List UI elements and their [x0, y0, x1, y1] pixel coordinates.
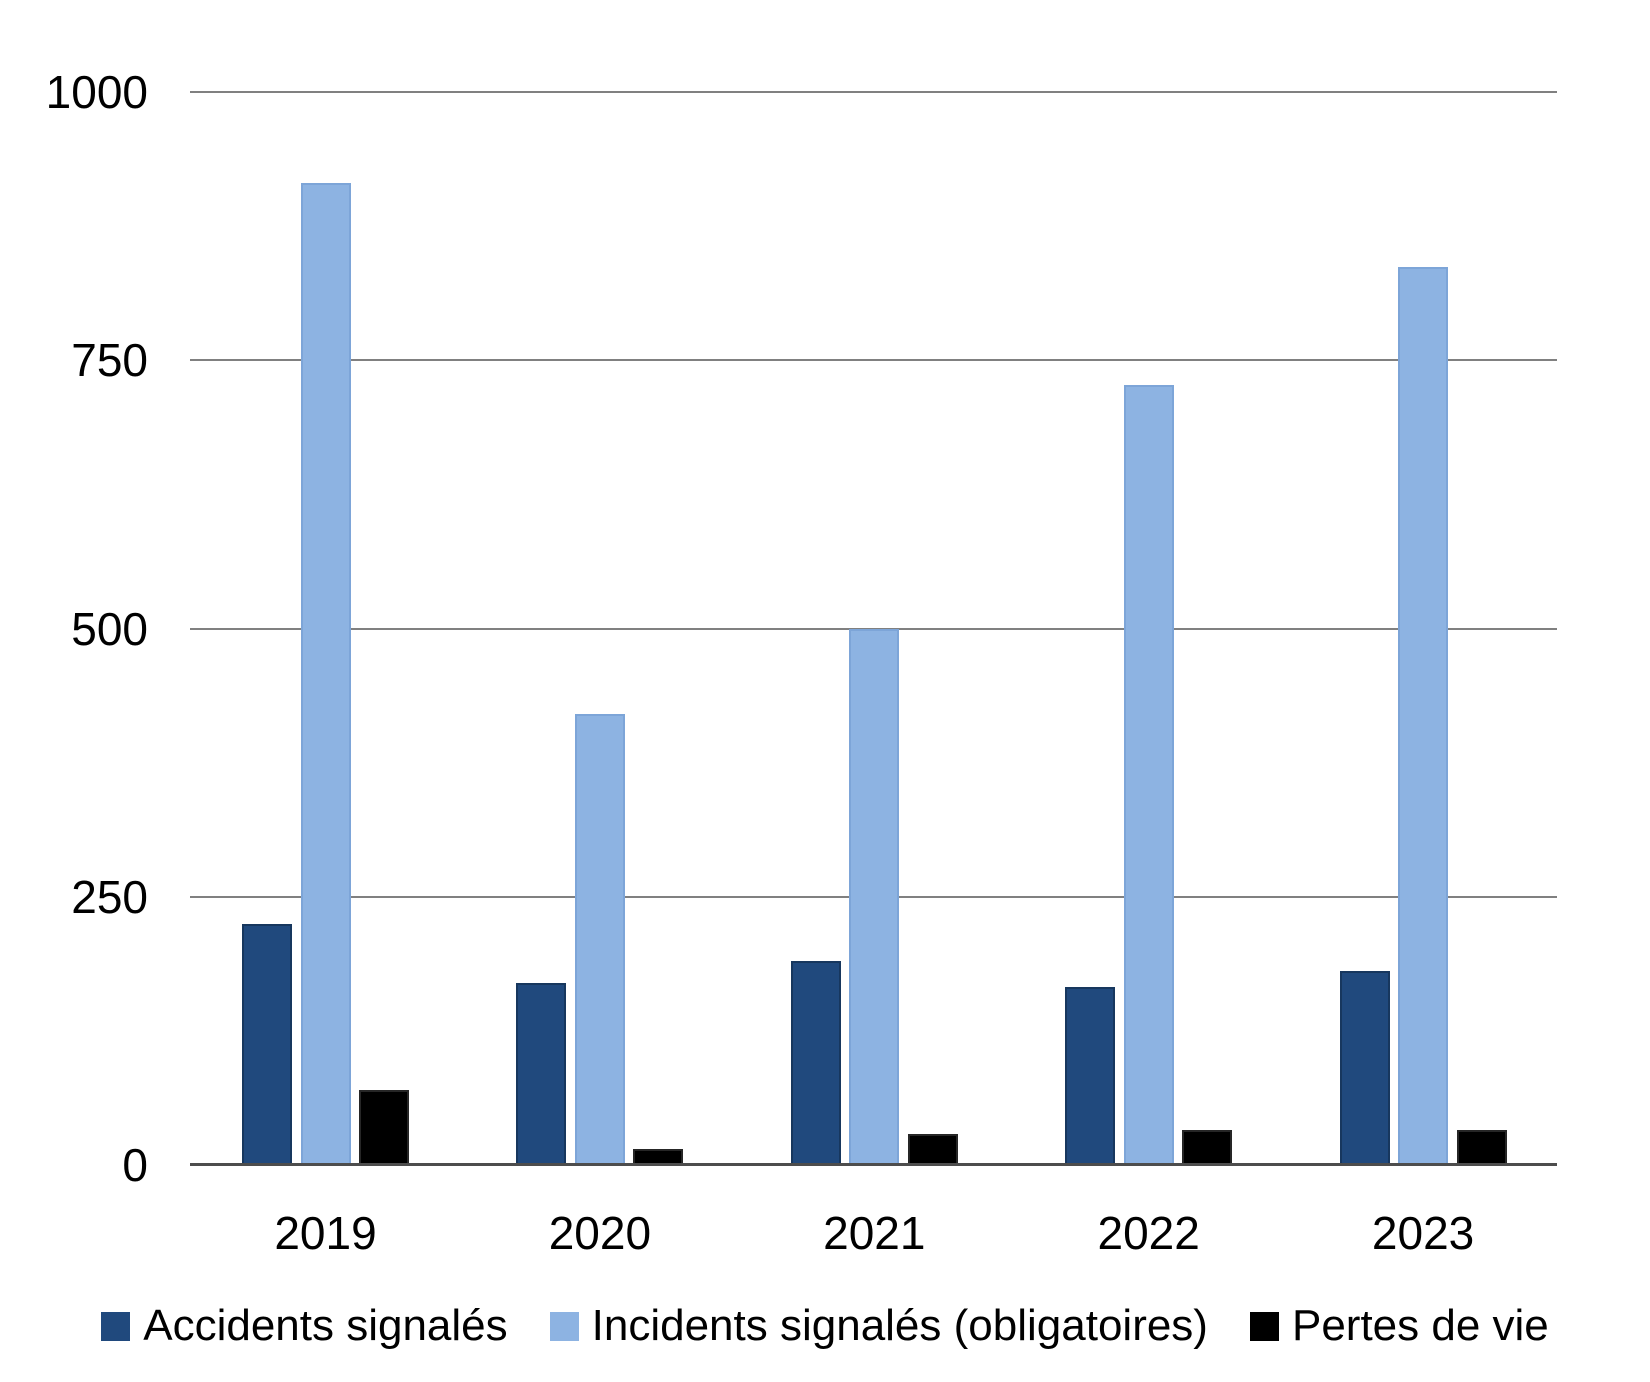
x-axis-line — [190, 1163, 1557, 1166]
x-tick-label-2020: 2020 — [548, 1207, 652, 1259]
bar-2023-series-2 — [1456, 1129, 1507, 1165]
bar-2020-series-1 — [574, 714, 625, 1165]
legend: Accidents signalés Incidents signalés (ob… — [0, 1298, 1650, 1354]
gridline-750 — [190, 359, 1557, 362]
legend-item-0: Accidents signalés — [101, 1298, 508, 1354]
y-tick-label-1000: 1000 — [45, 66, 148, 118]
x-tick-label-2023: 2023 — [1371, 1207, 1475, 1259]
bar-2019-series-0 — [242, 923, 292, 1165]
plot-area — [190, 91, 1557, 1166]
bar-2023-series-1 — [1398, 266, 1449, 1165]
bar-2021-series-2 — [907, 1133, 958, 1165]
legend-label: Pertes de vie — [1291, 1301, 1549, 1350]
bar-2020-series-0 — [516, 982, 567, 1165]
x-tick-label-2019: 2019 — [274, 1207, 377, 1259]
bar-2023-series-0 — [1339, 970, 1390, 1165]
bar-2022-series-1 — [1123, 384, 1174, 1165]
bar-2019-series-1 — [300, 183, 351, 1165]
bar-2022-series-2 — [1182, 1129, 1233, 1165]
legend-swatch-icon — [101, 1311, 131, 1341]
bar-2021-series-1 — [849, 628, 900, 1165]
y-tick-label-0: 0 — [122, 1139, 148, 1191]
bar-2022-series-0 — [1065, 986, 1116, 1165]
bar-2021-series-0 — [790, 961, 841, 1165]
legend-swatch-icon — [549, 1311, 579, 1341]
legend-label: Incidents signalés (obligatoires) — [591, 1301, 1208, 1350]
y-tick-label-250: 250 — [71, 870, 148, 923]
y-tick-label-750: 750 — [71, 334, 148, 387]
legend-swatch-icon — [1249, 1311, 1279, 1341]
bar-2019-series-2 — [359, 1089, 409, 1165]
x-tick-label-2021: 2021 — [823, 1207, 926, 1259]
legend-label: Accidents signalés — [143, 1301, 508, 1350]
y-tick-label-500: 500 — [71, 602, 148, 655]
legend-item-2: Pertes de vie — [1249, 1298, 1549, 1354]
gridline-1000 — [190, 91, 1557, 93]
x-tick-label-2022: 2022 — [1097, 1207, 1200, 1259]
legend-item-1: Incidents signalés (obligatoires) — [549, 1298, 1208, 1354]
